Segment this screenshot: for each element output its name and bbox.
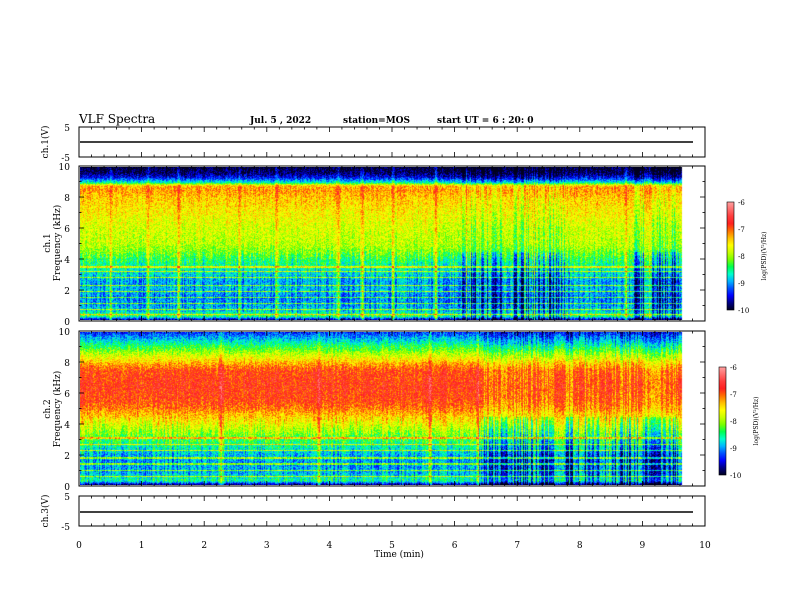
- ch3-ytick-5: 5: [64, 493, 70, 503]
- figure-title: VLF Spectra: [78, 112, 155, 126]
- cb1-tick--7: -7: [738, 226, 745, 234]
- ch2-ytick-6: 6: [64, 390, 70, 400]
- ch1-ytick-2: 2: [64, 287, 70, 297]
- ch3-waveform-panel: 5 -5 ch.3(V): [40, 493, 706, 533]
- cb2-tick--8: -8: [730, 418, 737, 426]
- ch2-ytick-2: 2: [64, 452, 70, 462]
- x-tick-label-10: 10: [699, 541, 711, 551]
- ch2-ytick-10: 10: [59, 328, 71, 338]
- x-tick-label-5: 5: [389, 541, 395, 551]
- ch1-ytick-5: 5: [64, 124, 70, 134]
- cb1-tick--8: -8: [738, 253, 745, 261]
- ch1-waveform-ylabel: ch.1(V): [40, 126, 51, 159]
- ch1-colorbar: -6 -7 -8 -9 -10 log(PSD)(V²/Hz): [726, 199, 768, 315]
- ch1-ytick-10: 10: [59, 163, 71, 173]
- ch3-waveform-ylabel: ch.3(V): [40, 495, 51, 528]
- header-start-time: start UT = 6 : 20: 0: [437, 116, 534, 126]
- ch1-spectrogram-ylabel-bottom: Frequency (kHz): [52, 205, 63, 282]
- x-tick-label-7: 7: [514, 541, 520, 551]
- ch1-spectrogram-ylabel-top: ch.1: [43, 233, 53, 252]
- x-tick-label-9: 9: [640, 541, 646, 551]
- cb1-label: log(PSD)(V²/Hz): [761, 232, 768, 281]
- ch1-ytick-4: 4: [64, 256, 70, 266]
- header-station: station=MOS: [343, 116, 410, 126]
- ch2-spectrogram: [80, 332, 693, 485]
- x-tick-label-0: 0: [76, 541, 82, 551]
- x-tick-label-3: 3: [264, 541, 270, 551]
- ch1-spectrogram: [80, 167, 693, 320]
- cb2-label: log(PSD)(V²/Hz): [753, 397, 760, 446]
- ch2-ytick-8: 8: [64, 359, 70, 369]
- ch2-colorbar: -6 -7 -8 -9 -10 log(PSD)(V²/Hz): [718, 364, 760, 480]
- ch2-ytick-0: 0: [64, 483, 70, 493]
- x-tick-label-6: 6: [452, 541, 458, 551]
- axis-ticks: [78, 126, 706, 527]
- ch1-ytick-neg5: -5: [61, 154, 70, 164]
- cb1-tick--10: -10: [738, 307, 749, 315]
- ch1-ytick-0: 0: [64, 318, 70, 328]
- cb2-tick--7: -7: [730, 391, 737, 399]
- ch3-ytick-neg5: -5: [61, 523, 70, 533]
- cb2-tick--9: -9: [730, 445, 737, 453]
- ch1-ytick-8: 8: [64, 194, 70, 204]
- cb1-tick--9: -9: [738, 280, 745, 288]
- ch1-waveform-panel: 5 -5 ch.1(V): [40, 124, 706, 164]
- ch2-spectrogram-panel: 0 2 4 6 8 10 ch.2 Frequency (kHz): [43, 328, 706, 493]
- ch2-ytick-4: 4: [64, 421, 70, 431]
- cb2-tick--10: -10: [730, 472, 741, 480]
- x-tick-label-1: 1: [139, 541, 145, 551]
- x-axis-tick-labels: 0 1 2 3 4 5 6 7 8 9 10: [76, 541, 711, 551]
- ch1-spectrogram-panel: 0 2 4 6 8 10 ch.1 Frequency (kHz): [43, 163, 706, 328]
- ch1-ytick-6: 6: [64, 225, 70, 235]
- header-date: Jul. 5 , 2022: [249, 116, 311, 126]
- x-tick-label-8: 8: [577, 541, 583, 551]
- x-axis-label: Time (min): [374, 549, 424, 560]
- ch2-spectrogram-ylabel-top: ch.2: [43, 399, 53, 418]
- x-tick-label-2: 2: [201, 541, 207, 551]
- ch2-spectrogram-ylabel-bottom: Frequency (kHz): [52, 371, 63, 448]
- x-tick-label-4: 4: [327, 541, 333, 551]
- cb1-tick--6: -6: [738, 199, 745, 207]
- cb2-tick--6: -6: [730, 364, 737, 372]
